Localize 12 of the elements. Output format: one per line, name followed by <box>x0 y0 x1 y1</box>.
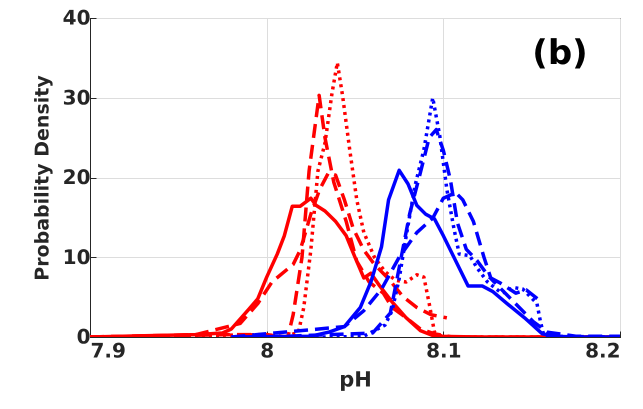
x-tick-label: 7.9 <box>90 338 126 362</box>
y-tick-label: 20 <box>62 165 90 189</box>
y-tick-label: 0 <box>76 324 90 348</box>
y-tick-label: 10 <box>62 244 90 269</box>
y-axis-title: Probability Density <box>32 74 54 281</box>
x-axis-title: pH <box>339 368 372 392</box>
x-tick-label: 8.1 <box>426 338 462 362</box>
y-tick-label: 30 <box>62 85 90 110</box>
x-tick-label: 8 <box>260 338 274 362</box>
annotation: (b) <box>532 33 588 73</box>
x-tick-label: 8.2 <box>585 338 620 362</box>
y-tick-label: 40 <box>62 6 90 30</box>
